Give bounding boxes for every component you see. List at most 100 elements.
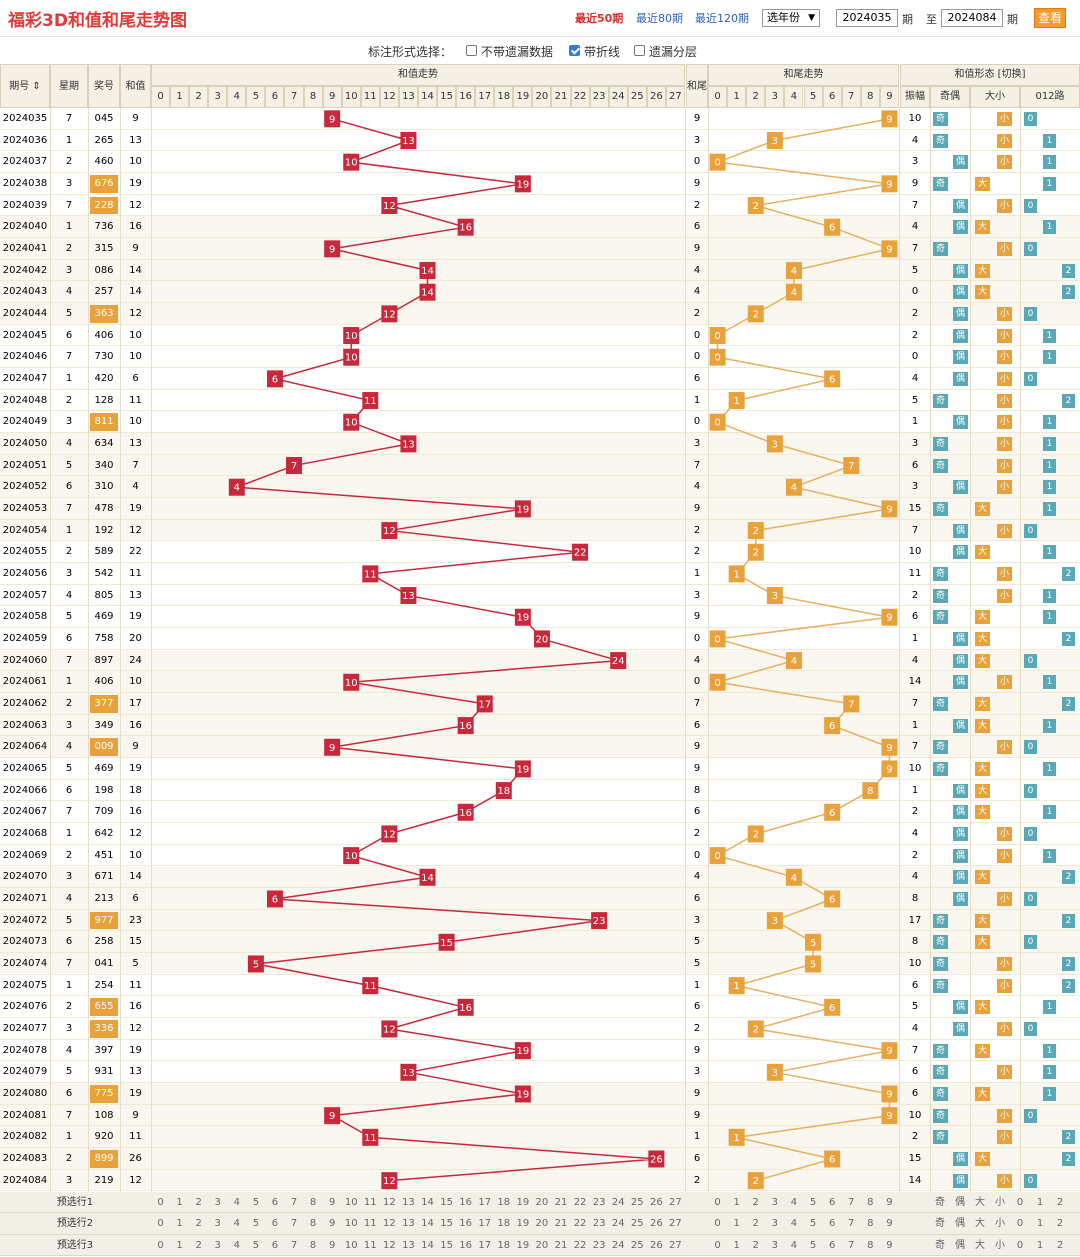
footer-sum-number[interactable]: 8	[309, 1239, 317, 1251]
footer-sum-number[interactable]: 27	[669, 1239, 682, 1251]
footer-sum-number[interactable]: 19	[516, 1196, 530, 1208]
footer-tail-number[interactable]: 3	[771, 1239, 779, 1251]
footer-sum-number[interactable]: 27	[669, 1218, 682, 1230]
footer-sum-number[interactable]: 9	[328, 1239, 336, 1251]
footer-sum-number[interactable]: 24	[611, 1239, 625, 1251]
footer-sum-number[interactable]: 18	[497, 1218, 511, 1230]
footer-sum-number[interactable]: 14	[421, 1196, 434, 1208]
footer-sum-number[interactable]: 18	[497, 1196, 511, 1208]
footer-sum-number[interactable]: 10	[344, 1218, 358, 1230]
footer-sum-number[interactable]: 21	[554, 1239, 568, 1251]
footer-sum-number[interactable]: 3	[214, 1239, 221, 1251]
footer-sum-number[interactable]: 10	[344, 1239, 358, 1251]
from-period-input[interactable]: 2024035	[836, 9, 898, 27]
footer-sum-number[interactable]: 5	[252, 1218, 260, 1230]
to-period-input[interactable]: 2024084	[941, 9, 1003, 27]
footer-sum-number[interactable]: 7	[290, 1196, 298, 1208]
footer-form-label[interactable]: 1	[1036, 1218, 1044, 1230]
footer-tail-number[interactable]: 4	[790, 1239, 798, 1251]
range-link-80[interactable]: 最近80期	[636, 12, 683, 25]
footer-sum-number[interactable]: 2	[195, 1239, 202, 1251]
footer-sum-number[interactable]: 14	[421, 1218, 434, 1230]
footer-sum-number[interactable]: 9	[328, 1218, 336, 1230]
footer-sum-number[interactable]: 1	[176, 1218, 183, 1230]
footer-sum-number[interactable]: 27	[669, 1196, 682, 1208]
footer-sum-number[interactable]: 2	[195, 1218, 202, 1230]
footer-sum-number[interactable]: 8	[309, 1218, 317, 1230]
footer-form-label[interactable]: 0	[1016, 1196, 1024, 1208]
footer-tail-number[interactable]: 1	[733, 1218, 740, 1230]
period-header[interactable]: 期号 ⇕	[0, 64, 50, 108]
footer-tail-number[interactable]: 3	[771, 1218, 779, 1230]
footer-sum-number[interactable]: 5	[252, 1196, 260, 1208]
footer-sum-number[interactable]: 4	[233, 1239, 240, 1251]
footer-sum-number[interactable]: 12	[382, 1218, 396, 1230]
footer-sum-number[interactable]: 13	[402, 1196, 415, 1208]
footer-sum-number[interactable]: 16	[459, 1218, 472, 1230]
footer-sum-number[interactable]: 20	[535, 1196, 549, 1208]
footer-form-label[interactable]: 奇	[935, 1218, 945, 1230]
footer-tail-number[interactable]: 6	[828, 1196, 836, 1208]
footer-sum-number[interactable]: 16	[459, 1196, 472, 1208]
footer-form-label[interactable]: 偶	[955, 1196, 965, 1208]
footer-sum-number[interactable]: 23	[592, 1239, 606, 1251]
footer-form-label[interactable]: 偶	[955, 1239, 965, 1251]
footer-tail-number[interactable]: 9	[886, 1218, 893, 1230]
footer-sum-number[interactable]: 11	[363, 1196, 377, 1208]
footer-tail-number[interactable]: 1	[733, 1239, 740, 1251]
footer-sum-number[interactable]: 14	[421, 1239, 434, 1251]
footer-sum-number[interactable]: 25	[630, 1218, 644, 1230]
footer-sum-number[interactable]: 15	[440, 1196, 453, 1208]
footer-form-label[interactable]: 0	[1016, 1218, 1024, 1230]
footer-sum-number[interactable]: 24	[611, 1196, 625, 1208]
footer-form-label[interactable]: 2	[1056, 1218, 1064, 1230]
footer-sum-number[interactable]: 22	[573, 1239, 587, 1251]
query-button[interactable]: 查看	[1034, 8, 1066, 28]
footer-form-label[interactable]: 1	[1036, 1196, 1044, 1208]
footer-tail-number[interactable]: 4	[790, 1196, 798, 1208]
option-no-miss-label[interactable]: 不带遗漏数据	[481, 45, 554, 59]
footer-form-label[interactable]: 奇	[935, 1196, 945, 1208]
footer-tail-number[interactable]: 2	[752, 1196, 759, 1208]
range-link-50[interactable]: 最近50期	[575, 12, 624, 25]
footer-tail-number[interactable]: 3	[771, 1196, 779, 1208]
range-link-120[interactable]: 最近120期	[695, 12, 749, 25]
footer-tail-number[interactable]: 7	[848, 1196, 855, 1208]
option-layer-checkbox[interactable]	[634, 45, 645, 56]
footer-sum-number[interactable]: 9	[328, 1196, 336, 1208]
option-layer-label[interactable]: 遗漏分层	[649, 45, 698, 59]
footer-tail-number[interactable]: 0	[714, 1196, 721, 1208]
footer-form-label[interactable]: 大	[975, 1218, 985, 1230]
footer-sum-number[interactable]: 18	[497, 1239, 511, 1251]
footer-sum-number[interactable]: 15	[440, 1239, 453, 1251]
footer-form-label[interactable]: 偶	[955, 1218, 965, 1230]
footer-sum-number[interactable]: 21	[554, 1218, 568, 1230]
footer-sum-number[interactable]: 1	[176, 1196, 183, 1208]
footer-tail-number[interactable]: 7	[848, 1239, 855, 1251]
footer-sum-number[interactable]: 22	[573, 1196, 587, 1208]
footer-form-label[interactable]: 2	[1056, 1239, 1064, 1251]
footer-tail-number[interactable]: 8	[867, 1239, 874, 1251]
footer-sum-number[interactable]: 0	[157, 1196, 164, 1208]
footer-form-label[interactable]: 小	[995, 1239, 1005, 1251]
footer-sum-number[interactable]: 0	[157, 1218, 164, 1230]
footer-sum-number[interactable]: 26	[649, 1239, 663, 1251]
footer-sum-number[interactable]: 25	[630, 1196, 644, 1208]
footer-tail-number[interactable]: 7	[848, 1218, 855, 1230]
year-select[interactable]: 选年份 ▼	[762, 9, 820, 27]
footer-sum-number[interactable]: 6	[271, 1239, 279, 1251]
footer-sum-number[interactable]: 7	[290, 1239, 298, 1251]
footer-tail-number[interactable]: 6	[828, 1239, 836, 1251]
footer-tail-number[interactable]: 6	[828, 1218, 836, 1230]
footer-form-label[interactable]: 0	[1016, 1239, 1024, 1251]
footer-sum-number[interactable]: 0	[157, 1239, 164, 1251]
footer-form-label[interactable]: 小	[995, 1196, 1005, 1208]
footer-sum-number[interactable]: 2	[195, 1196, 202, 1208]
footer-tail-number[interactable]: 5	[809, 1196, 817, 1208]
footer-sum-number[interactable]: 16	[459, 1239, 472, 1251]
footer-sum-number[interactable]: 23	[592, 1218, 606, 1230]
footer-tail-number[interactable]: 8	[867, 1196, 874, 1208]
footer-sum-number[interactable]: 20	[535, 1218, 549, 1230]
footer-form-label[interactable]: 大	[975, 1239, 985, 1251]
footer-sum-number[interactable]: 6	[271, 1196, 279, 1208]
